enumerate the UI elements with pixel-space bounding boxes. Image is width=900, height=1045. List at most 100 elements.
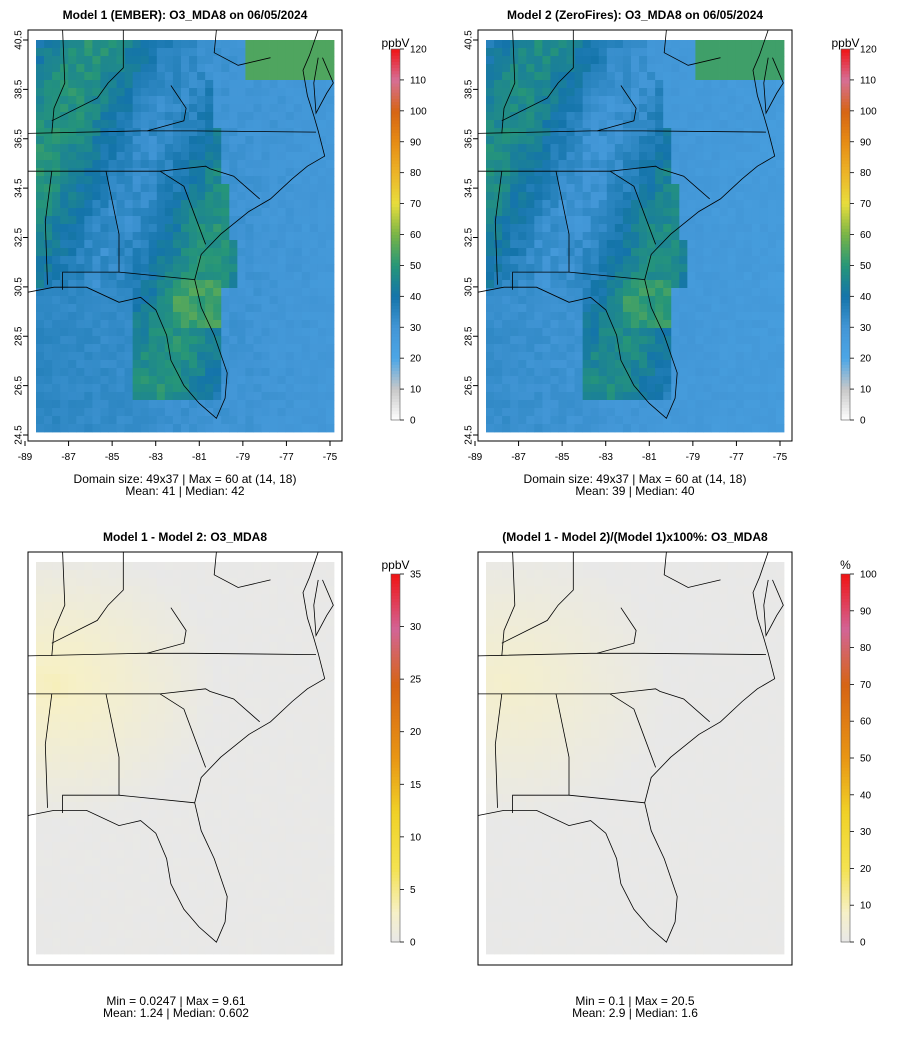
- heatmap-cell: [140, 240, 150, 249]
- heatmap-cell: [325, 336, 335, 345]
- heatmap-cell: [534, 72, 543, 81]
- heatmap-cell: [622, 256, 632, 265]
- heatmap-cell: [100, 746, 109, 755]
- heatmap-cell: [639, 128, 648, 137]
- heatmap-cell: [647, 192, 656, 201]
- heatmap-cell: [253, 408, 262, 417]
- heatmap-cell: [197, 698, 206, 707]
- heatmap-cell: [116, 562, 125, 571]
- heatmap-cell: [510, 312, 519, 321]
- heatmap-cell: [197, 416, 206, 425]
- heatmap-cell: [534, 424, 543, 433]
- heatmap-cell: [253, 634, 262, 643]
- heatmap-cell: [213, 400, 222, 409]
- heatmap-cell: [164, 200, 174, 209]
- heatmap-cell: [132, 192, 142, 201]
- heatmap-cell: [606, 208, 616, 217]
- heatmap-cell: [550, 288, 559, 297]
- heatmap-cell: [269, 248, 279, 257]
- colorbar-swatch: [391, 144, 400, 149]
- heatmap-cell: [582, 352, 592, 361]
- heatmap-cell: [679, 88, 688, 97]
- heatmap-cell: [36, 296, 45, 305]
- heatmap-cell: [526, 232, 535, 241]
- heatmap-cell: [622, 160, 632, 169]
- heatmap-cell: [285, 80, 295, 89]
- heatmap-cell: [502, 368, 511, 377]
- heatmap-cell: [108, 232, 117, 241]
- heatmap-cell: [590, 224, 600, 233]
- heatmap-cell: [719, 264, 729, 273]
- heatmap-cell: [679, 424, 688, 433]
- heatmap-cell: [205, 722, 214, 731]
- heatmap-cell: [317, 376, 327, 385]
- heatmap-cell: [534, 272, 543, 281]
- heatmap-cell: [213, 152, 222, 161]
- heatmap-cell: [148, 128, 158, 137]
- heatmap-cell: [148, 88, 158, 97]
- heatmap-cell: [164, 384, 174, 393]
- heatmap-cell: [679, 56, 688, 65]
- heatmap-cell: [124, 714, 134, 723]
- heatmap-cell: [301, 248, 311, 257]
- heatmap-cell: [253, 200, 262, 209]
- heatmap-cell: [518, 96, 527, 105]
- heatmap-cell: [309, 312, 319, 321]
- colorbar-swatch: [841, 385, 850, 390]
- heatmap-cell: [285, 176, 295, 185]
- heatmap-cell: [277, 192, 287, 201]
- heatmap-cell: [221, 746, 230, 755]
- heatmap-cell: [301, 746, 311, 755]
- heatmap-cell: [630, 424, 640, 433]
- heatmap-cell: [502, 40, 511, 49]
- heatmap-cell: [687, 304, 696, 313]
- heatmap-cell: [229, 594, 238, 603]
- heatmap-cell: [550, 104, 559, 113]
- heatmap-cell: [124, 280, 134, 289]
- heatmap-cell: [269, 400, 279, 409]
- heatmap-cell: [237, 152, 246, 161]
- heatmap-cell: [606, 176, 616, 185]
- heatmap-cell: [189, 594, 198, 603]
- heatmap-cell: [687, 344, 696, 353]
- heatmap-cell: [180, 272, 190, 281]
- heatmap-cell: [229, 240, 238, 249]
- heatmap-cell: [518, 64, 527, 73]
- heatmap-cell: [695, 224, 704, 233]
- heatmap-cell: [671, 360, 680, 369]
- heatmap-cell: [285, 610, 295, 619]
- heatmap-cell: [703, 336, 712, 345]
- heatmap-cell: [36, 384, 45, 393]
- heatmap-cell: [84, 722, 93, 731]
- heatmap-cell: [639, 136, 648, 145]
- heatmap-cell: [156, 152, 166, 161]
- heatmap-cell: [687, 104, 696, 113]
- heatmap-cell: [309, 256, 319, 265]
- heatmap-cell: [36, 610, 45, 619]
- heatmap-cell: [518, 376, 527, 385]
- heatmap-cell: [197, 240, 206, 249]
- heatmap-cell: [711, 40, 720, 49]
- heatmap-cell: [44, 56, 53, 65]
- heatmap-cell: [277, 304, 287, 313]
- colorbar-tick-label: 20: [410, 354, 422, 365]
- heatmap-cell: [550, 272, 559, 281]
- heatmap-cell: [221, 64, 230, 73]
- heatmap-cell: [735, 240, 745, 249]
- heatmap-cell: [325, 264, 335, 273]
- heatmap-cell: [542, 80, 551, 89]
- heatmap-cell: [197, 376, 206, 385]
- heatmap-cell: [301, 72, 311, 81]
- heatmap-cell: [84, 168, 93, 177]
- heatmap-cell: [550, 192, 559, 201]
- heatmap-cell: [269, 184, 279, 193]
- heatmap-cell: [124, 746, 134, 755]
- heatmap-cell: [486, 424, 495, 433]
- heatmap-cell: [598, 352, 608, 361]
- heatmap-cell: [630, 40, 640, 49]
- heatmap-cell: [36, 714, 45, 723]
- heatmap-cell: [205, 424, 214, 433]
- heatmap-cell: [124, 312, 134, 321]
- heatmap-cell: [655, 120, 664, 129]
- heatmap-cell: [52, 674, 61, 683]
